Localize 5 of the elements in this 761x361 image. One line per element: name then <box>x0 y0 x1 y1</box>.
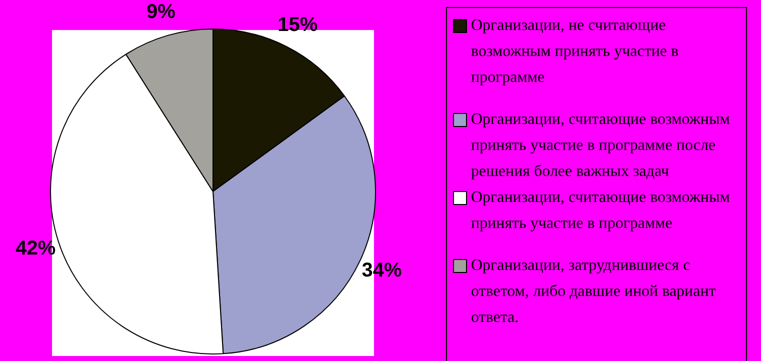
legend-label: Организации, затруднившиеся с ответом, либо давшие иной вариант ответа. <box>471 256 717 328</box>
data-label: 9% <box>146 0 176 23</box>
legend-label: Организации, не считающие возможным принять участие в программе <box>471 16 680 88</box>
legend-label: Организации, считающие возможным принять участие в программе <box>471 188 731 234</box>
legend-label: Организации, считающие возможным принять участие в программе после решения более важных задач <box>471 110 731 182</box>
